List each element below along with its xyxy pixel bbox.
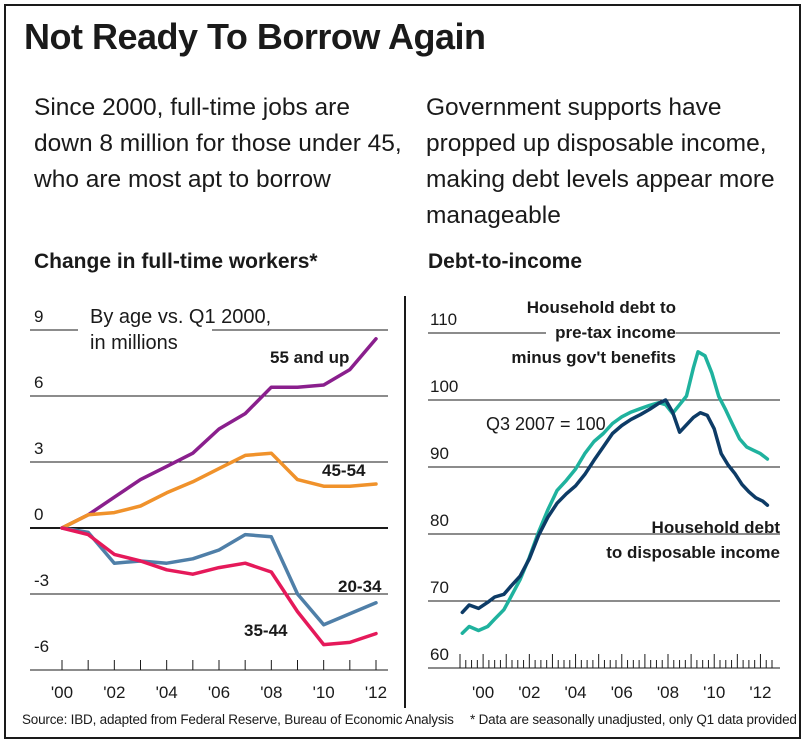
series-label: Household debt to <box>527 298 676 317</box>
footnote: * Data are seasonally unadjusted, only Q… <box>470 712 797 727</box>
series-label: Household debt <box>652 518 781 537</box>
y-tick-label: 90 <box>430 444 449 463</box>
x-tick-label: '00 <box>472 683 494 702</box>
series-line <box>60 526 378 627</box>
series-line <box>460 398 770 615</box>
y-tick-label: 9 <box>34 307 43 326</box>
x-tick-label: '10 <box>703 683 725 702</box>
series-label: 55 and up <box>270 348 349 367</box>
y-tick-label: 0 <box>34 505 43 524</box>
x-tick-label: '06 <box>208 683 230 702</box>
right-chart-title: Debt-to-income <box>428 250 582 273</box>
chart-note: in millions <box>90 332 178 354</box>
panel-divider <box>404 296 406 708</box>
x-tick-label: '06 <box>611 683 633 702</box>
y-tick-label: 80 <box>430 511 449 530</box>
x-tick-label: '00 <box>51 683 73 702</box>
intro-left: Since 2000, full-time jobs are down 8 mi… <box>34 94 402 193</box>
y-tick-label: 6 <box>34 373 43 392</box>
y-tick-label: 60 <box>430 645 449 664</box>
y-tick-label: 3 <box>34 439 43 458</box>
source-note: Source: IBD, adapted from Federal Reserv… <box>22 712 454 727</box>
x-tick-label: '04 <box>156 683 178 702</box>
left-chart: 9 6 3 0 -3 -6 '00 '02 '04 '06 '08 '10 '12 By age vs. … <box>30 306 388 702</box>
y-tick-label: -6 <box>34 637 49 656</box>
x-tick-label: '12 <box>365 683 387 702</box>
right-chart: 110 100 90 80 70 60 '00 '02 '04 '06 '08 '10 '12 Q3 20… <box>428 298 780 702</box>
y-tick-label: 110 <box>430 310 457 329</box>
series-line <box>60 337 378 530</box>
x-tick-label: '08 <box>657 683 679 702</box>
x-tick-label: '12 <box>749 683 771 702</box>
series-label: to disposable income <box>606 543 780 562</box>
series-label: minus gov't benefits <box>511 348 676 367</box>
x-tick-label: '04 <box>564 683 586 702</box>
x-tick-label: '08 <box>260 683 282 702</box>
series-line <box>60 526 378 647</box>
series-label: 35-44 <box>244 621 288 640</box>
intro-right: Government supports have propped up disp… <box>426 94 775 229</box>
x-tick-label: '02 <box>103 683 125 702</box>
chart-frame <box>4 4 801 739</box>
y-tick-label: 100 <box>430 377 458 396</box>
y-tick-label: 70 <box>430 578 449 597</box>
page-title: Not Ready To Borrow Again <box>24 16 486 57</box>
x-tick-label: '10 <box>313 683 335 702</box>
series-line <box>60 451 378 530</box>
chart-note: By age vs. Q1 2000, <box>90 306 271 328</box>
y-tick-label: -3 <box>34 571 49 590</box>
series-label: 45-54 <box>322 461 366 480</box>
series-label: 20-34 <box>338 577 382 596</box>
x-tick-label: '02 <box>518 683 540 702</box>
series-label: pre-tax income <box>555 323 676 342</box>
left-chart-title: Change in full-time workers* <box>34 250 318 273</box>
chart-annotation: Q3 2007 = 100 <box>486 414 606 434</box>
series-line <box>460 350 770 635</box>
